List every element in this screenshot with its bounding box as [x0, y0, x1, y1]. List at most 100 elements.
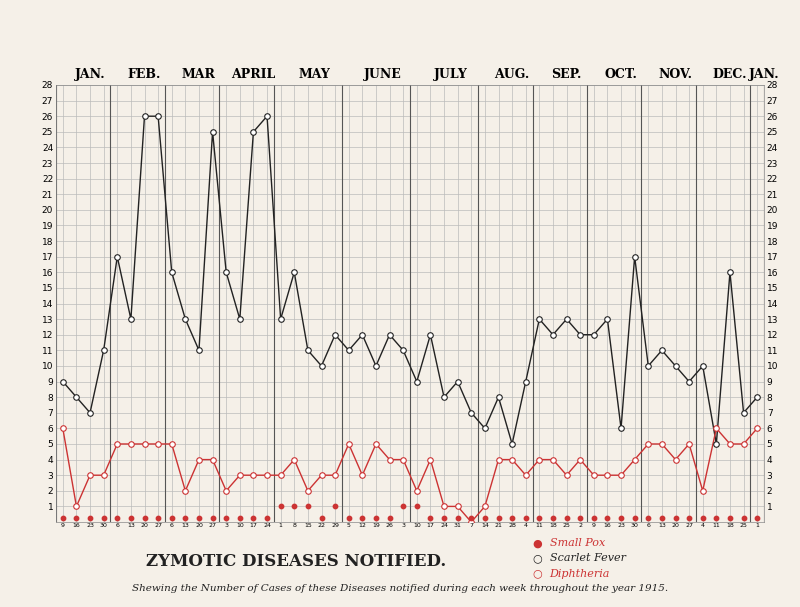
Point [288, 268, 301, 277]
Point [614, 514, 627, 523]
Point [696, 486, 709, 496]
Point [737, 439, 750, 449]
Point [138, 111, 151, 121]
Point [451, 514, 464, 523]
Point [234, 514, 246, 523]
Point [710, 439, 722, 449]
Point [710, 424, 722, 433]
Point [84, 514, 97, 523]
Point [465, 517, 478, 527]
Point [410, 377, 423, 387]
Point [655, 514, 668, 523]
Point [383, 514, 396, 523]
Point [669, 361, 682, 371]
Text: Small Pox: Small Pox [550, 538, 605, 548]
Point [478, 501, 491, 511]
Point [356, 330, 369, 339]
Point [329, 330, 342, 339]
Point [506, 455, 518, 464]
Point [492, 392, 505, 402]
Point [533, 514, 546, 523]
Point [370, 514, 382, 523]
Text: Diphtheria: Diphtheria [550, 569, 610, 578]
Point [302, 501, 314, 511]
Point [723, 514, 736, 523]
Point [220, 514, 233, 523]
Point [655, 439, 668, 449]
Point [356, 470, 369, 480]
Point [274, 470, 287, 480]
Point [98, 514, 110, 523]
Point [410, 501, 423, 511]
Point [274, 501, 287, 511]
Point [111, 514, 124, 523]
Point [342, 439, 355, 449]
Point [628, 514, 641, 523]
Point [125, 439, 138, 449]
Point [342, 514, 355, 523]
Point [519, 470, 532, 480]
Point [302, 345, 314, 355]
Point [84, 470, 97, 480]
Point [424, 330, 437, 339]
Point [152, 439, 165, 449]
Point [315, 470, 328, 480]
Point [642, 439, 654, 449]
Point [70, 514, 83, 523]
Point [370, 439, 382, 449]
Point [587, 514, 600, 523]
Point [546, 514, 559, 523]
Point [234, 314, 246, 324]
Point [383, 330, 396, 339]
Point [138, 439, 151, 449]
Point [723, 268, 736, 277]
Point [84, 408, 97, 418]
Point [642, 514, 654, 523]
Point [506, 514, 518, 523]
Point [397, 455, 410, 464]
Point [628, 252, 641, 262]
Point [614, 470, 627, 480]
Point [179, 314, 192, 324]
Point [546, 330, 559, 339]
Point [492, 455, 505, 464]
Point [574, 330, 586, 339]
Point [247, 127, 260, 137]
Point [465, 514, 478, 523]
Point [179, 514, 192, 523]
Point [723, 439, 736, 449]
Point [247, 514, 260, 523]
Point [111, 439, 124, 449]
Point [750, 514, 763, 523]
Point [438, 501, 450, 511]
Point [329, 470, 342, 480]
Point [682, 377, 695, 387]
Point [261, 514, 274, 523]
Point [451, 501, 464, 511]
Point [710, 514, 722, 523]
Point [125, 314, 138, 324]
Point [288, 501, 301, 511]
Point [424, 514, 437, 523]
Point [478, 514, 491, 523]
Point [737, 514, 750, 523]
Point [315, 361, 328, 371]
Point [261, 111, 274, 121]
Point [166, 268, 178, 277]
Point [288, 455, 301, 464]
Point [682, 439, 695, 449]
Point [261, 470, 274, 480]
Point [628, 455, 641, 464]
Point [601, 314, 614, 324]
Point [397, 501, 410, 511]
Point [98, 345, 110, 355]
Point [642, 361, 654, 371]
Point [519, 377, 532, 387]
Point [193, 345, 206, 355]
Point [560, 514, 573, 523]
Point [152, 111, 165, 121]
Point [193, 455, 206, 464]
Point [614, 424, 627, 433]
Point [587, 470, 600, 480]
Point [70, 392, 83, 402]
